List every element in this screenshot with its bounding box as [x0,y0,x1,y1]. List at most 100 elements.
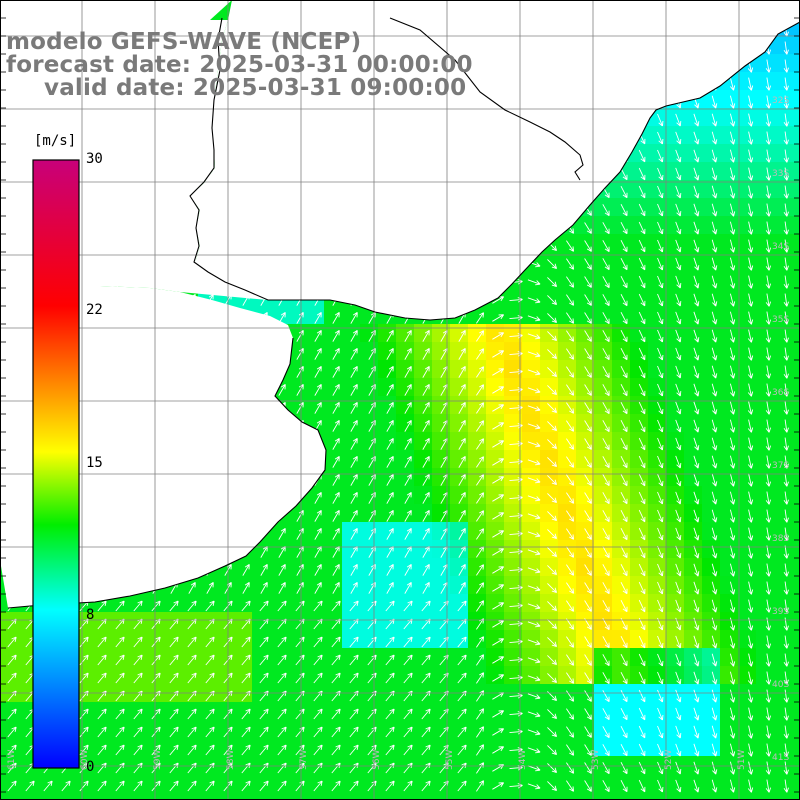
speed-cell [306,558,325,577]
speed-cell [324,450,343,469]
wind-arrow [765,185,772,199]
wind-arrow [765,383,772,397]
wind-arrow [783,707,789,721]
speed-cell [648,342,667,361]
speed-cell [720,774,739,793]
speed-cell [720,144,739,163]
speed-cell [666,162,685,181]
speed-cell [342,558,361,577]
speed-cell [522,756,541,775]
speed-cell [756,450,775,469]
forecast-date: forecast date: 2025-03-31 00:00:00 [6,52,473,78]
speed-cell [486,540,505,559]
wind-arrow [620,707,628,721]
speed-cell [684,162,703,181]
wind-arrow [527,621,541,628]
speed-cell [792,396,800,415]
speed-cell [216,666,235,685]
wind-arrow [711,401,718,415]
wind-arrow [638,671,646,685]
wind-arrow [638,563,646,577]
speed-cell [594,432,613,451]
wind-arrow [638,419,646,433]
speed-cell [360,342,379,361]
speed-cell [774,180,793,199]
speed-cell [360,396,379,415]
speed-cell [18,738,37,757]
wind-arrow [783,419,789,433]
speed-cell [306,306,325,325]
wind-arrow [675,743,682,757]
wind-arrow [386,564,394,576]
wind-arrow [241,744,251,756]
speed-cell [522,576,541,595]
speed-cell [360,378,379,397]
speed-cell [486,666,505,685]
wind-arrow [747,707,754,721]
speed-cell [108,720,127,739]
wind-arrow [422,492,430,504]
wind-arrow [314,402,322,414]
speed-cell [432,468,451,487]
speed-cell [270,648,289,667]
speed-cell [792,594,800,613]
wind-arrow [693,329,700,343]
speed-cell [756,738,775,757]
wind-arrow [602,420,610,433]
speed-cell [630,396,649,415]
speed-cell [774,270,793,289]
speed-cell [324,648,343,667]
speed-cell [648,234,667,253]
wind-arrow [403,726,413,738]
wind-arrow [675,509,682,523]
wind-arrow [747,221,754,235]
wind-arrow [675,635,682,649]
wind-arrow [602,564,610,577]
wind-arrow [385,762,395,774]
wind-arrow [747,95,754,109]
speed-cell [306,504,325,523]
wind-arrow [620,653,628,667]
speed-cell [666,360,685,379]
speed-cell [360,522,379,541]
wind-arrow [97,744,107,756]
wind-arrow [765,167,772,181]
wind-arrow [783,653,789,667]
wind-arrow [404,348,412,360]
speed-cell [306,540,325,559]
wind-arrow [527,639,541,646]
speed-cell [504,288,523,307]
wind-arrow [602,780,610,793]
speed-cell [774,576,793,595]
speed-cell [270,774,289,793]
wind-arrow [547,475,558,486]
speed-cell [306,594,325,613]
speed-cell [162,594,181,613]
wind-arrow [584,366,592,378]
wind-arrow [620,563,628,577]
wind-arrow [386,366,394,378]
wind-arrow [457,744,467,756]
wind-arrow [457,708,467,720]
speed-cell [324,756,343,775]
wind-arrow [638,779,646,793]
speed-cell [666,108,685,127]
wind-arrow [458,510,466,522]
speed-cell [702,288,721,307]
speed-cell [486,558,505,577]
speed-cell [612,612,631,631]
speed-cell [774,414,793,433]
speed-cell [702,162,721,181]
wind-arrow [133,708,143,720]
speed-cell [630,468,649,487]
speed-cell [450,666,469,685]
speed-cell [612,576,631,595]
speed-cell [612,198,631,217]
wind-arrow [602,402,610,415]
speed-cell [792,324,800,343]
wind-arrow [403,762,413,774]
wind-arrow [675,185,682,199]
wind-arrow [332,528,340,540]
speed-cell [144,702,163,721]
speed-cell [720,342,739,361]
